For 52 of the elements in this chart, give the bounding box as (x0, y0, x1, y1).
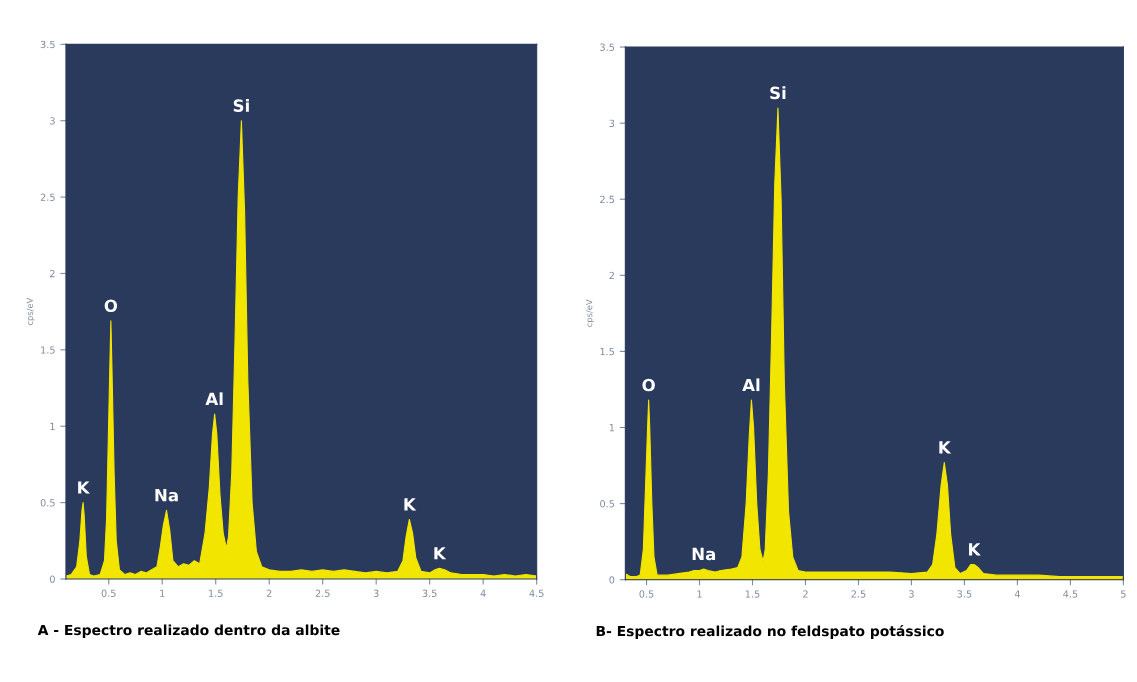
annotation: Na (155, 489, 178, 502)
y-tick-label: 1 (609, 424, 615, 432)
y-axis-title: cps/eV (26, 297, 35, 326)
y-tick-label: 3 (609, 119, 615, 127)
y-tick-label: 2.5 (600, 195, 615, 204)
x-tick-label: 4 (1014, 590, 1020, 598)
x-tick-label: 3.5 (422, 589, 437, 597)
y-tick-label: 1 (50, 422, 55, 430)
y-tick-label: 0.5 (40, 499, 55, 507)
annotation: O (642, 378, 655, 392)
x-tick-label: 4 (480, 589, 486, 597)
y-tick-label: 2 (50, 269, 55, 278)
x-tick-label: 3.5 (957, 590, 972, 598)
y-tick-label: 3 (50, 117, 55, 125)
annotation: K (939, 441, 952, 454)
annotation: O (104, 299, 118, 313)
text: A - Espectro realizado dentro da albite (37, 624, 340, 638)
y-tick-label: 1.5 (600, 348, 615, 356)
x-tick-label: 4.5 (529, 589, 544, 597)
x-tick-label: 1.5 (745, 590, 760, 598)
y-tick-label: 0 (609, 576, 615, 584)
y-tick-label: 3.5 (600, 43, 615, 51)
y-axis-title: cps/eV (586, 299, 594, 327)
x-tick-label: 0.5 (639, 590, 654, 598)
y-tick-label: 2.5 (40, 193, 55, 201)
x-tick-label: 5 (1121, 590, 1126, 598)
x-tick-label: 2.5 (315, 589, 330, 597)
y-tick-label: 0.5 (600, 500, 615, 508)
annotation: Si (233, 99, 249, 112)
y-tick-label: 0 (49, 575, 55, 583)
x-tick-label: 0.5 (101, 589, 116, 597)
annotation: Na (692, 547, 716, 561)
annotation: K (404, 498, 417, 511)
x-tick-label: 2 (803, 590, 808, 598)
y-tick-label: 2 (609, 271, 614, 280)
x-tick-label: 2 (266, 589, 272, 597)
annotation: Al (742, 378, 760, 392)
x-tick-label: 3 (373, 589, 379, 597)
text: B- Espectro realizado no feldspato potássico (596, 624, 944, 639)
annotation: Si (770, 86, 786, 100)
x-tick-label: 1 (697, 590, 702, 598)
x-tick-label: 2.5 (851, 590, 866, 598)
annotation: K (969, 543, 981, 556)
x-tick-label: 3 (909, 590, 914, 598)
annotation: K (434, 547, 447, 560)
x-tick-label: 1 (160, 589, 165, 597)
annotation: K (78, 481, 91, 494)
y-tick-label: 1.5 (41, 346, 55, 354)
annotation: Al (205, 392, 223, 406)
x-tick-label: 1.5 (209, 589, 223, 597)
x-tick-label: 4.5 (1063, 590, 1078, 598)
y-tick-label: 3.5 (40, 40, 55, 49)
